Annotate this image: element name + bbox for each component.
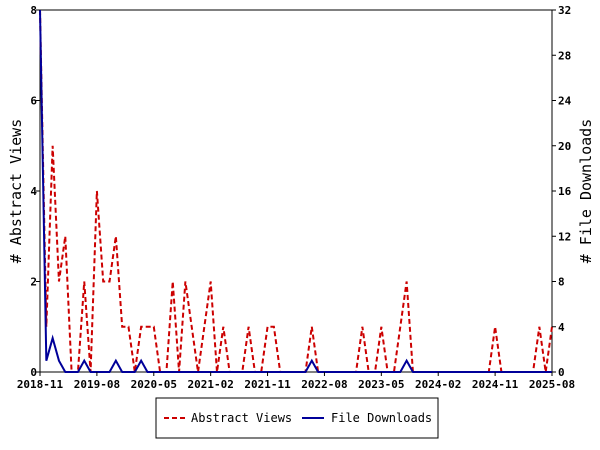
legend-label-file-downloads: File Downloads (331, 411, 432, 425)
x-tick-label: 2022-08 (301, 378, 347, 391)
y-right-tick-label: 0 (558, 366, 565, 379)
x-tick-label: 2020-05 (131, 378, 177, 391)
legend-box (155, 397, 439, 439)
x-tick-label: 2021-11 (244, 378, 291, 391)
y-left-tick-label: 8 (30, 4, 37, 17)
y-left-tick-label: 6 (30, 95, 37, 108)
y-right-tick-label: 28 (558, 49, 571, 62)
y-right-tick-label: 12 (558, 230, 571, 243)
legend-label-abstract-views: Abstract Views (191, 411, 292, 425)
legend: Abstract Views File Downloads (155, 397, 439, 439)
y-right-tick-label: 20 (558, 140, 571, 153)
y-axis-title-right: # File Downloads (577, 119, 595, 264)
x-tick-label: 2024-02 (415, 378, 461, 391)
y-left-tick-label: 2 (30, 276, 37, 289)
y-right-tick-label: 4 (558, 321, 565, 334)
y-right-tick-label: 8 (558, 276, 565, 289)
plot-area (39, 9, 553, 373)
y-axis-title-left: # Abstract Views (7, 119, 25, 264)
x-tick-label: 2023-05 (358, 378, 404, 391)
x-tick-label: 2019-08 (74, 378, 120, 391)
y-right-tick-label: 24 (558, 95, 572, 108)
y-left-tick-label: 4 (30, 185, 37, 198)
x-tick-label: 2024-11 (472, 378, 519, 391)
x-tick-label: 2021-02 (187, 378, 233, 391)
x-tick-label: 2018-11 (17, 378, 64, 391)
y-right-tick-label: 16 (558, 185, 572, 198)
y-left-tick-label: 0 (30, 366, 37, 379)
x-tick-label: 2025-08 (529, 378, 575, 391)
series-line-file-downloads (39, 9, 552, 373)
y-right-tick-label: 32 (558, 4, 571, 17)
ticks-layer: 2018-11 2019-08 2020-05 2021-02 2021-11 2022-… (17, 4, 575, 391)
series-layer (39, 9, 553, 373)
